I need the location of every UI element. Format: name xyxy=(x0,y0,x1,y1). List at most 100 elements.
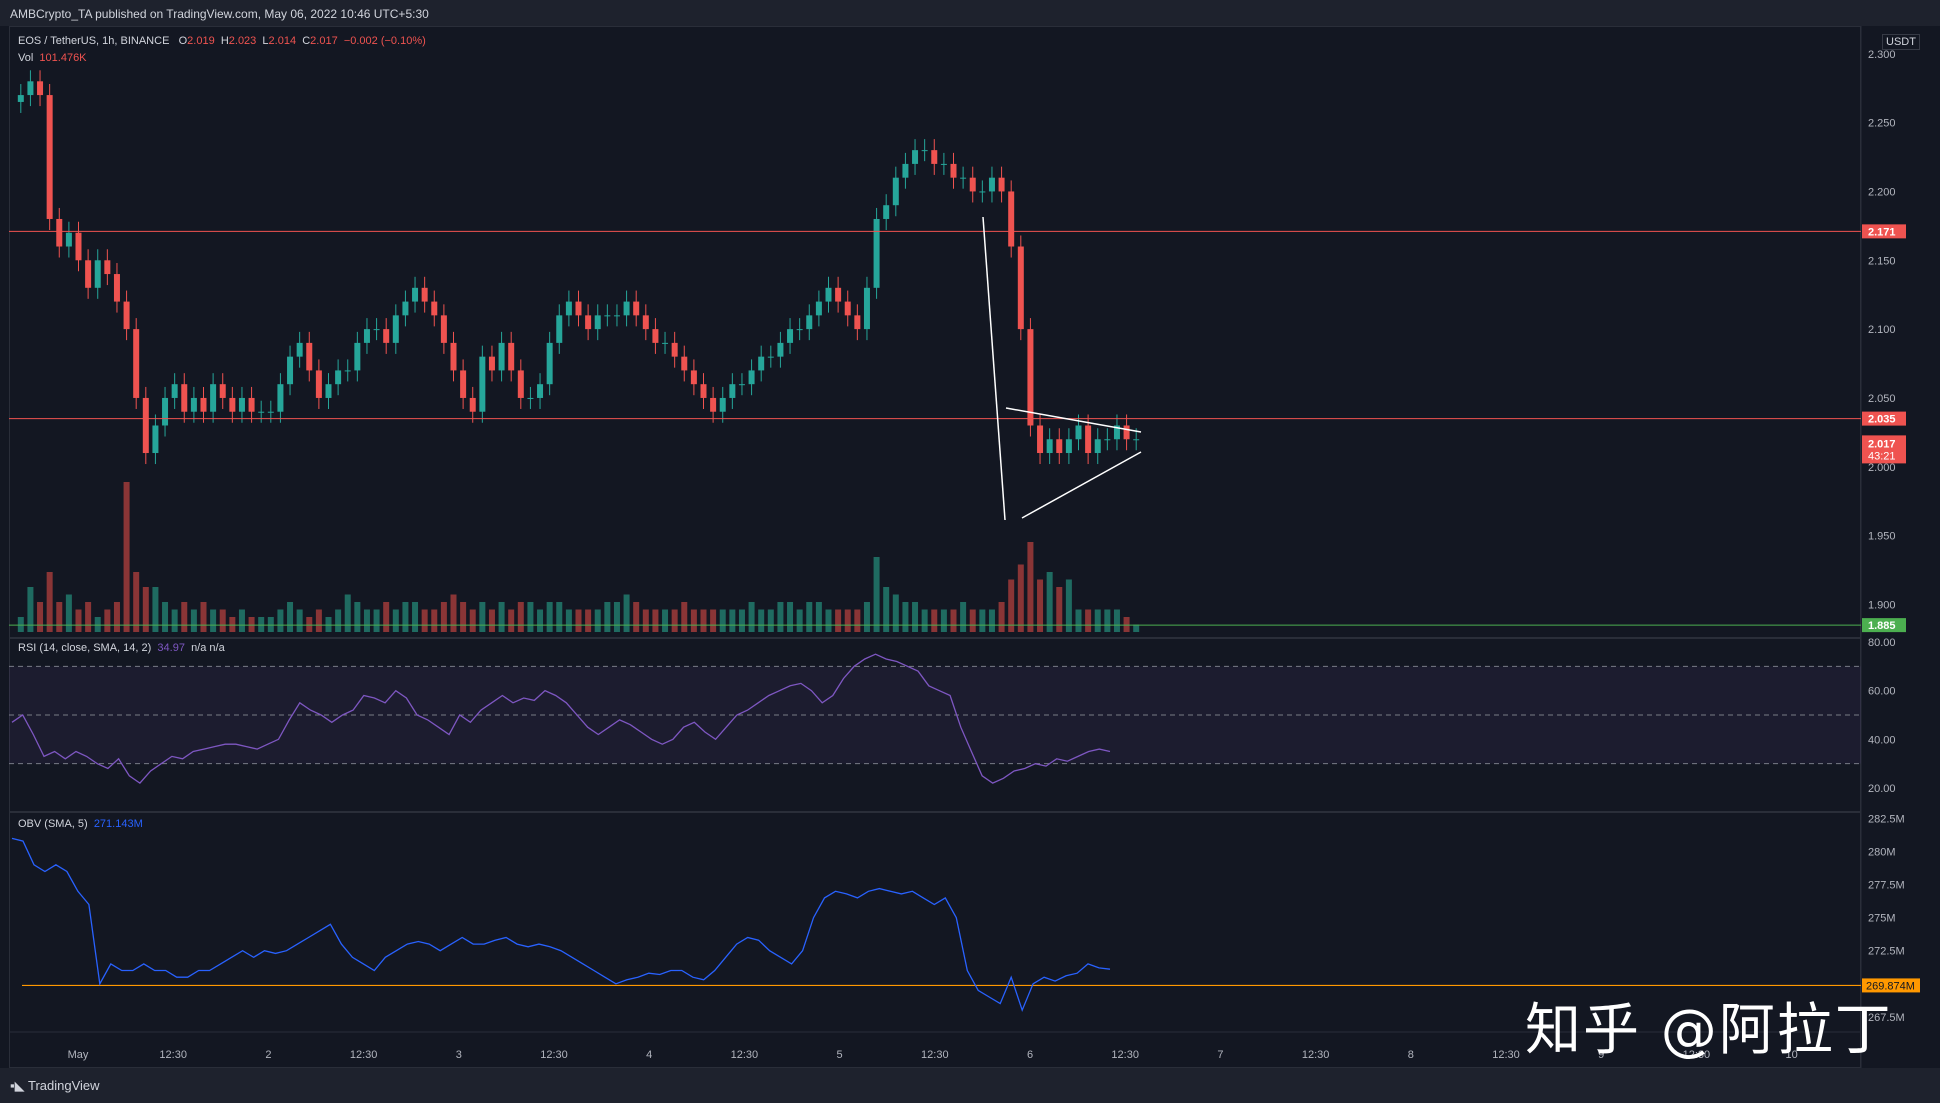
volume-bar xyxy=(537,609,544,632)
candle-body xyxy=(960,177,967,179)
countdown-label: 43:21 xyxy=(1868,450,1896,462)
volume-bar xyxy=(863,602,870,632)
candle-body xyxy=(258,411,265,413)
volume-bar xyxy=(844,609,851,632)
triangle-lower-line xyxy=(1021,451,1142,519)
close-value: 2.017 xyxy=(310,35,338,47)
high-value: 2.023 xyxy=(228,35,257,47)
obv-tick-label: 277.5M xyxy=(1868,880,1905,892)
volume-bar xyxy=(950,609,957,632)
chart-frame xyxy=(9,26,1861,1068)
candle-body xyxy=(854,315,861,330)
candle-body xyxy=(325,384,332,398)
volume-bar xyxy=(335,609,342,632)
candle-body xyxy=(142,397,149,454)
volume-bar xyxy=(17,617,24,632)
candle-body xyxy=(306,342,313,371)
rsi-tick-label: 40.00 xyxy=(1868,734,1896,746)
volume-bar xyxy=(767,609,774,632)
candle-body xyxy=(681,356,688,371)
candle-body xyxy=(392,315,399,343)
volume-bar xyxy=(517,602,524,632)
candle-body xyxy=(1104,439,1111,441)
volume-bar xyxy=(238,609,245,632)
candle-body xyxy=(748,370,755,385)
volume-bar xyxy=(796,609,803,632)
volume-bar xyxy=(652,609,659,632)
candle-body xyxy=(758,356,765,371)
volume-bar xyxy=(421,609,428,632)
volume-bar xyxy=(373,609,380,632)
time-tick-label: 5 xyxy=(837,1049,843,1061)
candle-body xyxy=(690,370,697,385)
candle-body xyxy=(873,218,880,288)
tradingview-logo: ▪◣ TradingView xyxy=(10,1078,100,1093)
time-tick-label: 3 xyxy=(456,1049,462,1061)
currency-button[interactable]: USDT xyxy=(1882,34,1920,50)
volume-bar xyxy=(248,617,255,632)
candle-body xyxy=(565,301,572,316)
candle-body xyxy=(796,329,803,331)
volume-bar xyxy=(912,602,919,632)
obv-line xyxy=(11,837,1111,1013)
candle-body xyxy=(806,315,813,330)
volume-bar xyxy=(633,602,640,632)
candle-body xyxy=(315,370,322,398)
volume-bar xyxy=(777,602,784,632)
volume-bar xyxy=(460,602,467,632)
volume-bar xyxy=(171,609,178,632)
volume-bar xyxy=(527,602,534,632)
volume-bar xyxy=(960,602,967,632)
volume-bar xyxy=(883,587,890,632)
candle-body xyxy=(825,287,832,302)
candle-body xyxy=(421,287,428,302)
candle-body xyxy=(287,356,294,385)
candle-body xyxy=(662,342,669,344)
time-tick-label: 2 xyxy=(265,1049,271,1061)
volume-bar xyxy=(729,609,736,632)
rsi-band-fill xyxy=(9,666,1861,764)
volume-bar xyxy=(104,609,111,632)
volume-bar xyxy=(94,617,101,632)
volume-bar xyxy=(700,609,707,632)
volume-bar xyxy=(873,557,880,632)
candle-body xyxy=(488,356,495,371)
volume-bar xyxy=(392,609,399,632)
volume-bar xyxy=(594,609,601,632)
volume-bar xyxy=(565,609,572,632)
volume-bar xyxy=(37,602,44,632)
volume-bar xyxy=(469,609,476,632)
candle-body xyxy=(604,315,611,317)
candle-body xyxy=(1065,439,1072,454)
candle-body xyxy=(623,301,630,316)
volume-bar xyxy=(979,609,986,632)
volume-bar xyxy=(815,602,822,632)
candle-body xyxy=(1123,425,1130,440)
volume-bar xyxy=(613,602,620,632)
candle-body xyxy=(517,370,524,398)
obv-tick-label: 272.5M xyxy=(1868,946,1905,958)
candle-body xyxy=(835,287,842,302)
price-level-label: 1.885 xyxy=(1868,620,1896,632)
candle-body xyxy=(267,411,274,413)
time-tick-label: 12:30 xyxy=(1683,1049,1711,1061)
time-tick-label: 4 xyxy=(646,1049,652,1061)
volume-bar xyxy=(123,482,130,632)
volume-value: 101.476K xyxy=(39,52,87,64)
volume-bar xyxy=(402,602,409,632)
volume-bar xyxy=(1133,624,1140,632)
candle-body xyxy=(556,315,563,343)
candle-body xyxy=(719,397,726,412)
candle-body xyxy=(431,301,438,316)
volume-bar xyxy=(65,594,72,632)
candle-body xyxy=(469,397,476,412)
candle-body xyxy=(1046,439,1053,454)
candle-body xyxy=(863,287,870,330)
candle-body xyxy=(277,384,284,412)
candle-body xyxy=(210,384,217,412)
candle-body xyxy=(787,329,794,343)
time-tick-label: 6 xyxy=(1027,1049,1033,1061)
obv-tick-label: 282.5M xyxy=(1868,814,1905,826)
footer-bar xyxy=(0,1068,1940,1103)
